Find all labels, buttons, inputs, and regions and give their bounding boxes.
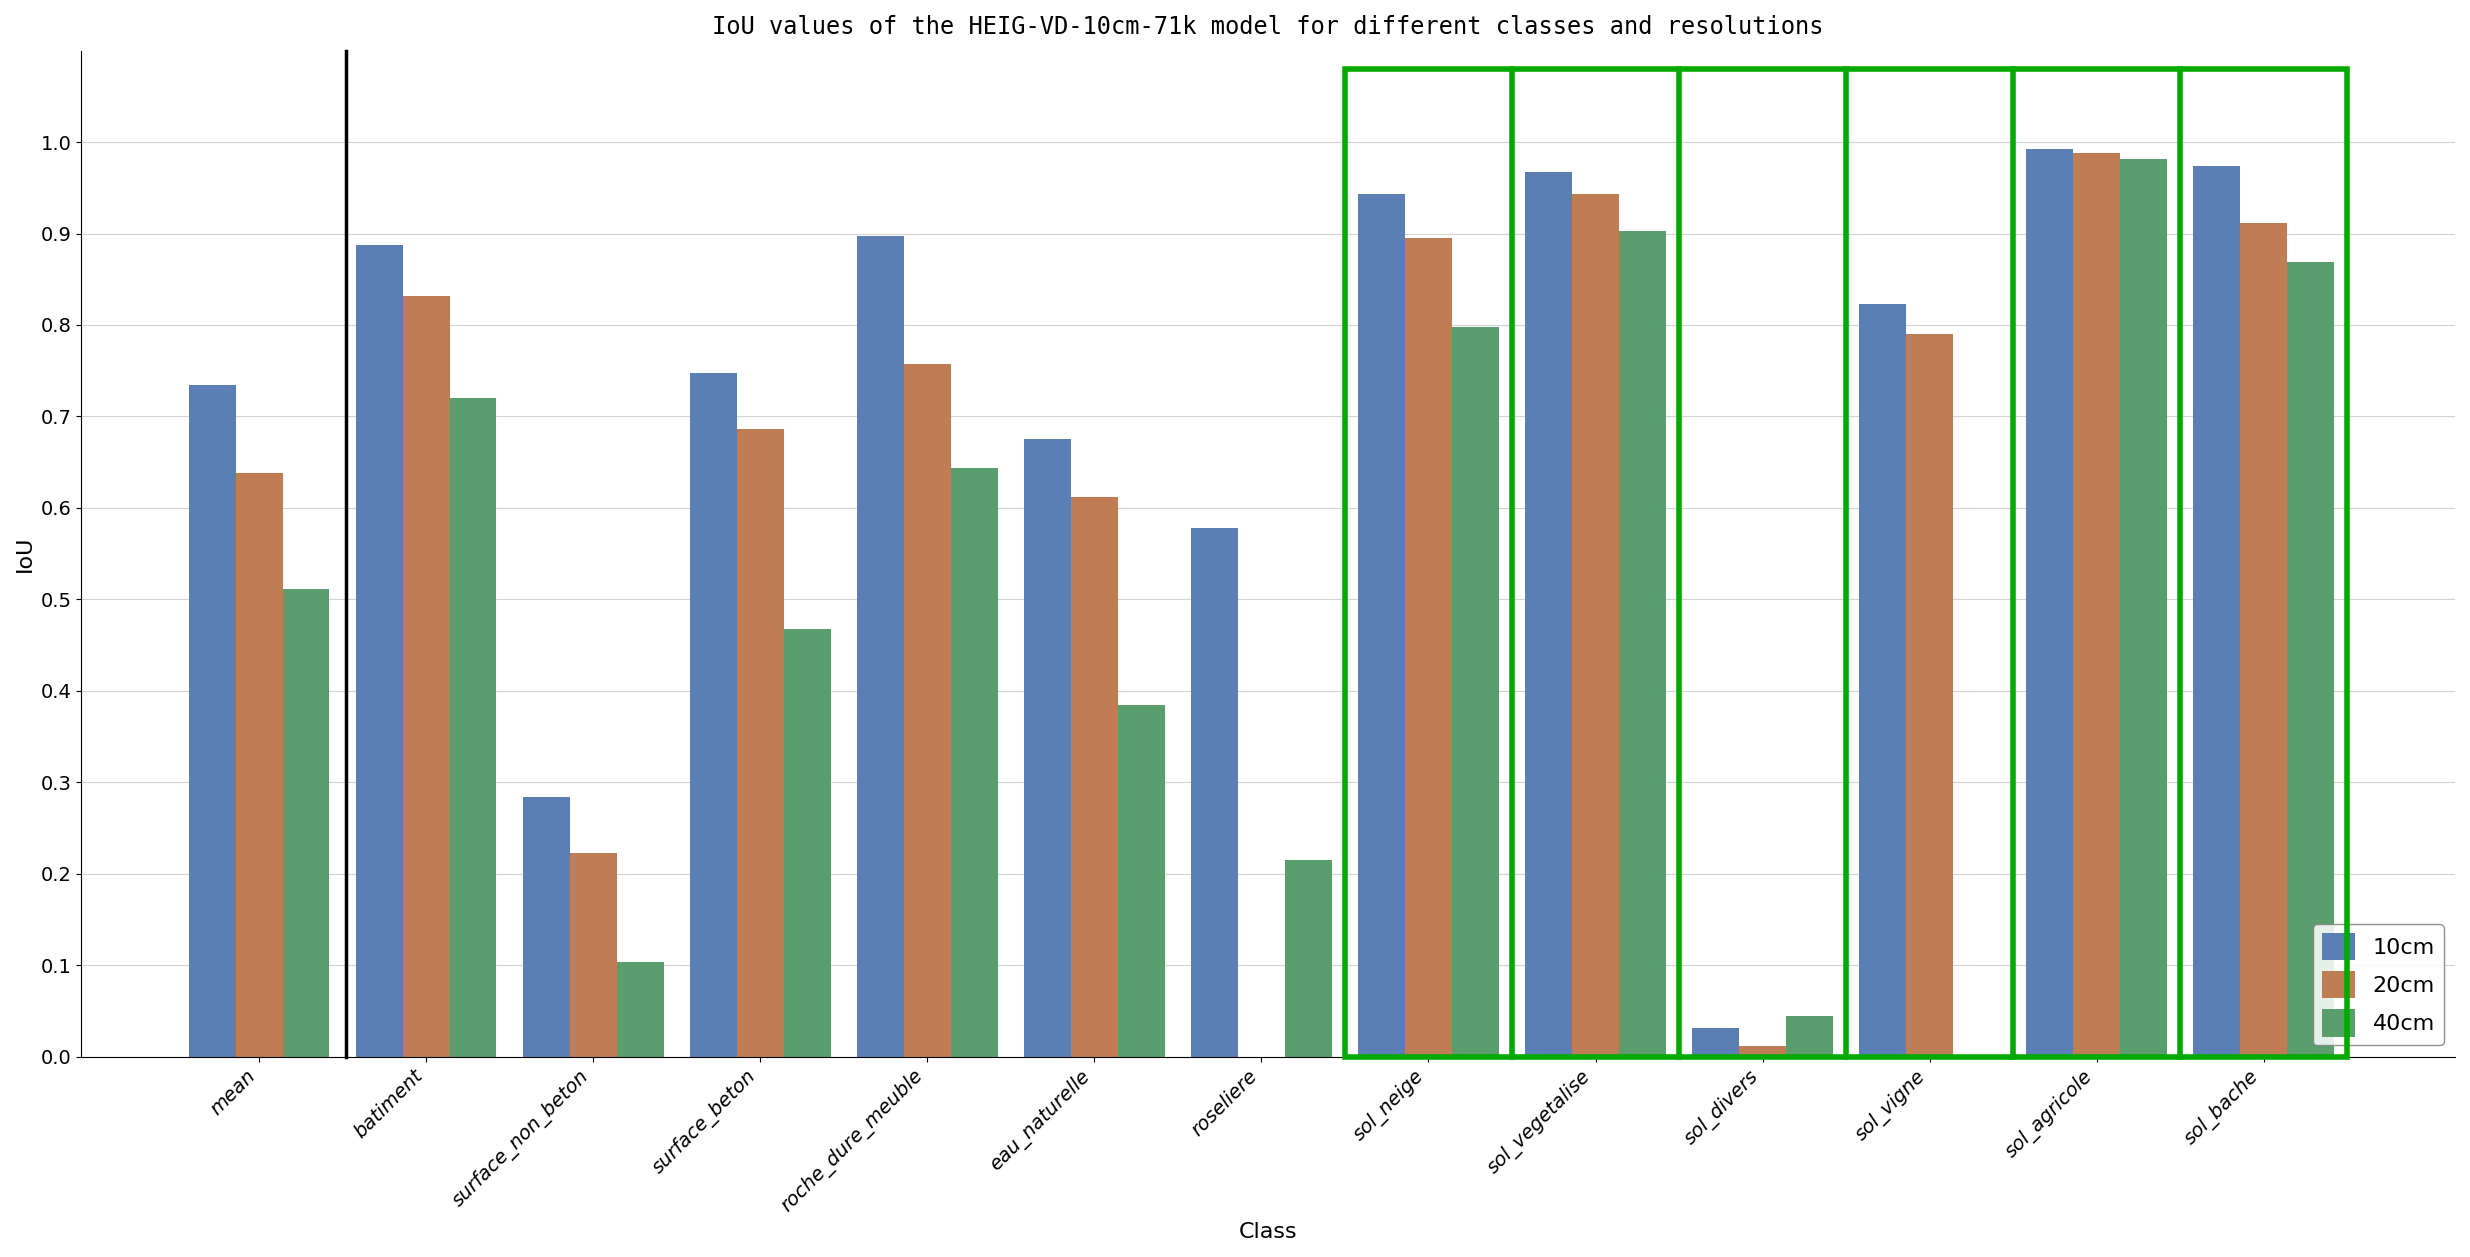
Bar — [1358, 195, 1405, 1057]
Bar — [1526, 172, 1571, 1057]
Bar — [403, 295, 450, 1057]
Bar — [1119, 705, 1163, 1057]
Bar — [689, 372, 736, 1057]
Bar — [356, 245, 403, 1057]
Bar — [282, 590, 329, 1057]
Bar — [1786, 1017, 1833, 1057]
Bar — [2287, 261, 2334, 1057]
Bar — [1452, 327, 1499, 1057]
Bar — [237, 473, 282, 1057]
Bar — [1072, 497, 1119, 1057]
Bar — [1191, 528, 1237, 1057]
Bar — [736, 429, 783, 1057]
Bar — [2193, 166, 2240, 1057]
Bar — [524, 797, 571, 1057]
Title: IoU values of the HEIG-VD-10cm-71k model for different classes and resolutions: IoU values of the HEIG-VD-10cm-71k model… — [711, 15, 1823, 39]
Bar — [190, 386, 237, 1057]
Bar — [783, 628, 830, 1057]
Bar — [1692, 1028, 1739, 1057]
Bar — [450, 398, 496, 1057]
Bar — [2119, 158, 2166, 1057]
Bar — [2025, 150, 2072, 1057]
Bar — [1284, 860, 1331, 1057]
Bar — [904, 365, 951, 1057]
Bar — [2072, 153, 2119, 1057]
Bar — [1907, 334, 1954, 1057]
Bar — [1860, 304, 1907, 1057]
Bar — [1405, 238, 1452, 1057]
Bar — [2240, 222, 2287, 1057]
X-axis label: Class: Class — [1240, 1222, 1297, 1242]
Bar — [571, 852, 618, 1057]
Bar — [1571, 195, 1618, 1057]
Bar — [618, 963, 664, 1057]
Legend: 10cm, 20cm, 40cm: 10cm, 20cm, 40cm — [2312, 924, 2443, 1046]
Bar — [951, 468, 998, 1057]
Bar — [857, 236, 904, 1057]
Y-axis label: IoU: IoU — [15, 535, 35, 572]
Bar — [1739, 1047, 1786, 1057]
Bar — [1618, 231, 1665, 1057]
Bar — [1025, 439, 1072, 1057]
